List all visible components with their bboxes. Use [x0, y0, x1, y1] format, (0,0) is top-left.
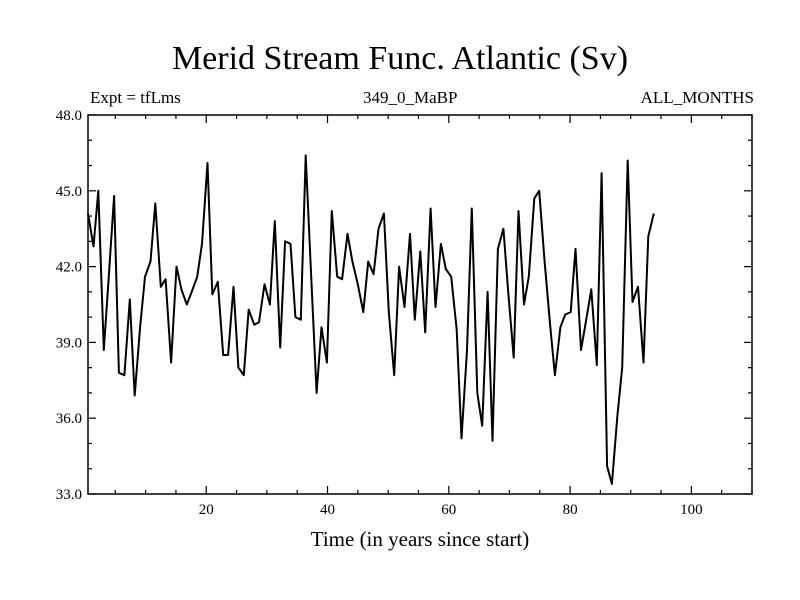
x-tick-label: 60: [441, 502, 456, 518]
y-tick-label: 33.0: [56, 487, 82, 503]
y-tick-label: 48.0: [56, 108, 82, 124]
x-tick-label: 40: [320, 502, 335, 518]
axis-tick-labels: 33.0 36.0 39.0 42.0 45.0 48.0 20 40 60 80 100: [56, 108, 703, 518]
y-tick-label: 42.0: [56, 260, 82, 276]
y-tick-label: 45.0: [56, 184, 82, 200]
plot-frame: [87, 114, 753, 495]
x-tick-label: 20: [199, 502, 214, 518]
experiment-label: Expt = tfLms: [90, 88, 181, 107]
x-axis-label: Time (in years since start): [311, 527, 530, 551]
x-tick-label: 80: [563, 502, 578, 518]
months-label: ALL_MONTHS: [640, 88, 754, 107]
chart-title: Merid Stream Func. Atlantic (Sv): [171, 40, 629, 77]
x-tick-label: 100: [680, 502, 703, 518]
y-tick-label: 36.0: [56, 411, 82, 427]
period-label: 349_0_MaBP: [363, 88, 458, 107]
series-line: [87, 154, 655, 485]
y-tick-label: 39.0: [56, 335, 82, 351]
